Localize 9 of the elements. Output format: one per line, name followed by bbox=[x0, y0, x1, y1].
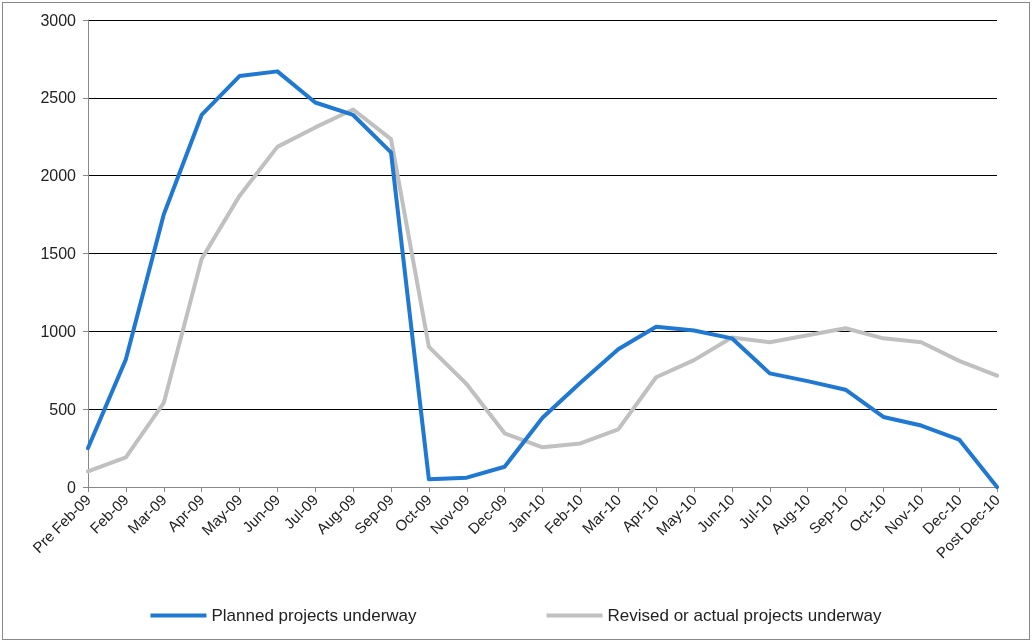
y-tick-label: 1500 bbox=[40, 245, 77, 262]
y-tick-label: 1000 bbox=[40, 322, 77, 340]
y-tick-label: 2000 bbox=[40, 167, 77, 185]
y-tick-label: 3000 bbox=[40, 11, 77, 29]
legend-label: Revised or actual projects underway bbox=[607, 606, 883, 625]
y-tick-label: 2500 bbox=[40, 89, 77, 107]
y-tick-label: 0 bbox=[67, 478, 77, 496]
legend-label: Planned projects underway bbox=[211, 606, 418, 625]
y-tick-label: 500 bbox=[49, 400, 77, 418]
